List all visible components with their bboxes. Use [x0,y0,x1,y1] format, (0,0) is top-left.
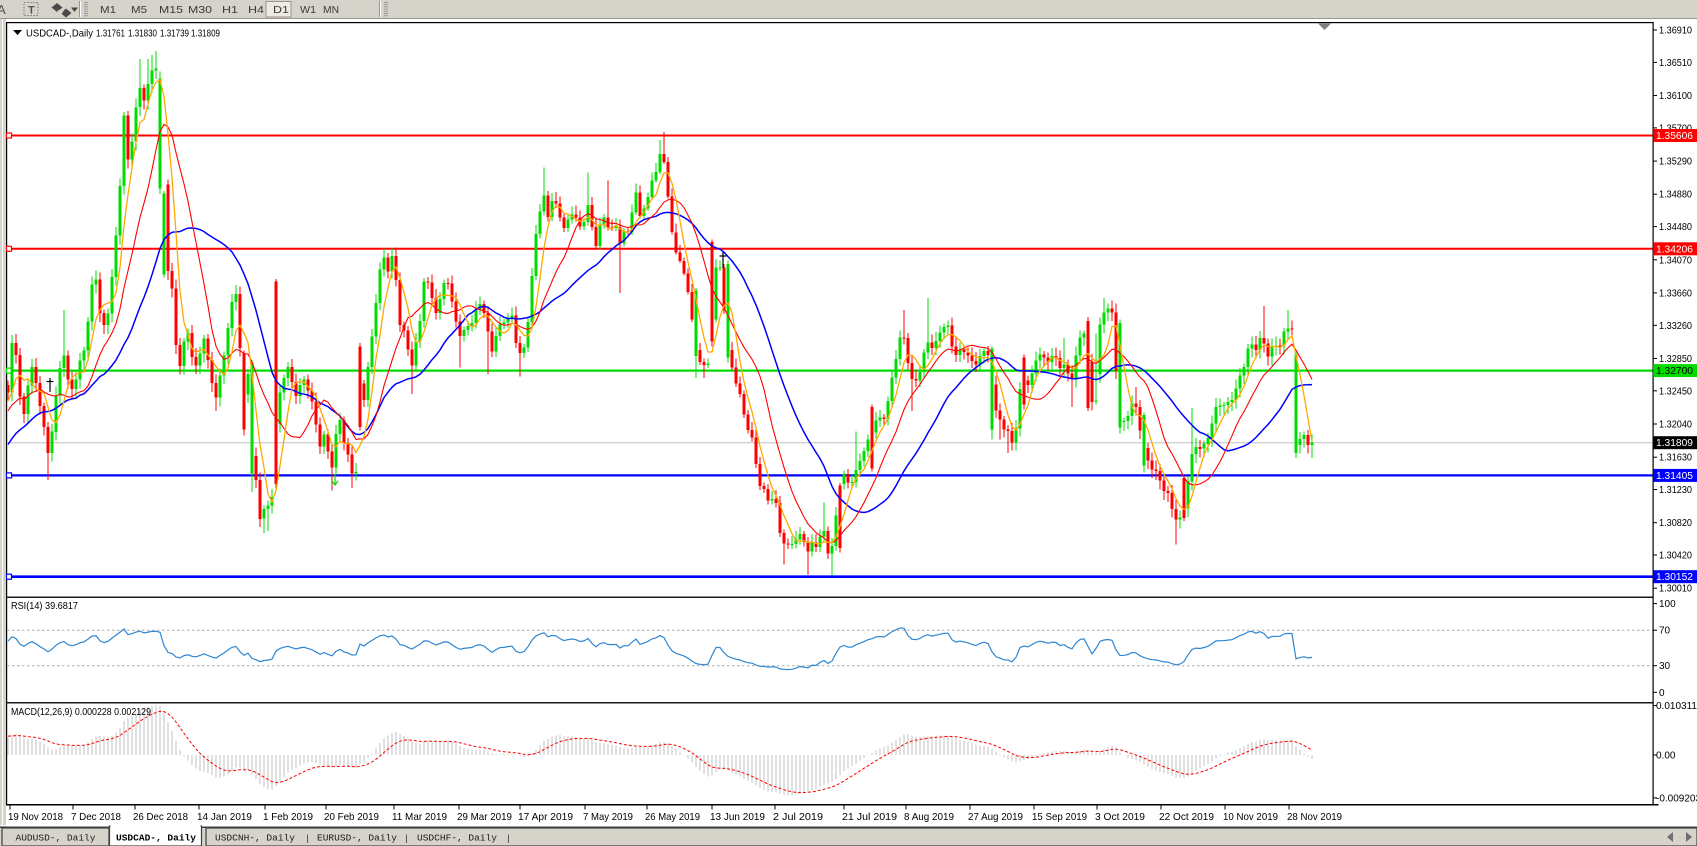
svg-text:MACD(12,26,9) 0.000228 0.00212: MACD(12,26,9) 0.000228 0.002129 [11,707,151,718]
svg-text:W1: W1 [300,4,316,16]
svg-text:M5: M5 [131,4,147,16]
svg-text:1.34480: 1.34480 [1659,222,1692,233]
svg-text:20 Feb 2019: 20 Feb 2019 [324,811,379,823]
svg-text:1.32450: 1.32450 [1659,386,1692,397]
svg-text:10 Nov 2019: 10 Nov 2019 [1223,811,1278,823]
svg-text:1.36100: 1.36100 [1659,91,1692,102]
svg-text:1.36910: 1.36910 [1659,26,1692,37]
svg-text:1.35290: 1.35290 [1659,157,1692,168]
svg-text:1.31739: 1.31739 [160,28,189,40]
svg-text:2 Jul 2019: 2 Jul 2019 [773,811,823,823]
svg-text:H4: H4 [248,4,264,16]
svg-text:A: A [0,2,6,17]
svg-text:1.36510: 1.36510 [1659,58,1692,69]
svg-text:1.34880: 1.34880 [1659,190,1692,201]
svg-text:1.32700: 1.32700 [1656,366,1693,377]
svg-text:1.31809: 1.31809 [191,28,220,40]
svg-text:1.30420: 1.30420 [1659,551,1692,562]
svg-text:AUDUSD-, Daily: AUDUSD-, Daily [16,833,96,844]
svg-text:19 Nov 2018: 19 Nov 2018 [8,811,63,823]
svg-text:USDCNH-, Daily: USDCNH-, Daily [215,833,295,844]
svg-text:1.31761: 1.31761 [96,28,125,40]
svg-text:30: 30 [1659,661,1671,672]
svg-text:26 Dec 2018: 26 Dec 2018 [133,811,188,823]
svg-text:RSI(14) 39.6817: RSI(14) 39.6817 [11,601,78,612]
svg-text:28 Nov 2019: 28 Nov 2019 [1287,811,1342,823]
svg-text:1.34206: 1.34206 [1656,244,1693,255]
svg-text:14 Jan 2019: 14 Jan 2019 [197,811,252,823]
svg-text:D1: D1 [273,4,289,16]
svg-text:1.30820: 1.30820 [1659,518,1692,529]
svg-text:27 Aug 2019: 27 Aug 2019 [968,811,1023,823]
svg-text:T: T [28,5,35,17]
svg-text:15 Sep 2019: 15 Sep 2019 [1032,811,1087,823]
svg-text:M30: M30 [188,4,212,16]
svg-text:11 Mar 2019: 11 Mar 2019 [392,811,447,823]
svg-text:1.35606: 1.35606 [1656,131,1693,142]
svg-text:1.30152: 1.30152 [1656,572,1693,583]
svg-text:|: | [506,833,512,844]
svg-text:22 Oct 2019: 22 Oct 2019 [1159,811,1214,823]
svg-text:70: 70 [1659,626,1671,637]
svg-text:1.31405: 1.31405 [1656,471,1693,482]
svg-text:3 Oct 2019: 3 Oct 2019 [1095,811,1145,823]
svg-text:1.32040: 1.32040 [1659,420,1692,431]
svg-text:USDCAD-, Daily: USDCAD-, Daily [116,833,196,844]
svg-text:1.31230: 1.31230 [1659,485,1692,496]
svg-text:USDCAD-,Daily: USDCAD-,Daily [26,28,94,40]
svg-text:-0.009203: -0.009203 [1656,793,1697,804]
svg-text:0.00: 0.00 [1656,751,1676,762]
svg-text:26 May 2019: 26 May 2019 [645,811,700,823]
svg-text:USDCHF-, Daily: USDCHF-, Daily [417,833,497,844]
svg-text:100: 100 [1659,599,1676,610]
svg-text:1.31630: 1.31630 [1659,453,1692,464]
svg-text:1.33260: 1.33260 [1659,321,1692,332]
svg-text:8 Aug 2019: 8 Aug 2019 [904,811,954,823]
svg-text:1.32850: 1.32850 [1659,354,1692,365]
svg-text:0.010311: 0.010311 [1656,701,1697,712]
svg-text:1 Feb 2019: 1 Feb 2019 [263,811,313,823]
svg-text:1.31809: 1.31809 [1656,438,1693,449]
svg-text:EURUSD-, Daily: EURUSD-, Daily [317,833,397,844]
svg-text:21 Jul 2019: 21 Jul 2019 [842,811,897,823]
svg-text:|: | [305,833,311,844]
svg-text:1.30010: 1.30010 [1659,584,1692,595]
svg-text:H1: H1 [222,4,238,16]
svg-text:7 May 2019: 7 May 2019 [583,811,633,823]
svg-text:M1: M1 [100,4,116,16]
svg-text:|: | [404,833,410,844]
svg-text:7 Dec 2018: 7 Dec 2018 [71,811,121,823]
svg-text:1.31830: 1.31830 [128,28,157,40]
svg-text:0: 0 [1659,688,1665,699]
svg-text:29 Mar 2019: 29 Mar 2019 [457,811,512,823]
svg-text:13 Jun 2019: 13 Jun 2019 [710,811,765,823]
svg-text:1.33660: 1.33660 [1659,288,1692,299]
svg-text:17 Apr 2019: 17 Apr 2019 [518,811,573,823]
svg-text:MN: MN [323,4,339,16]
svg-text:1.34070: 1.34070 [1659,255,1692,266]
svg-text:1.35700: 1.35700 [1659,123,1692,134]
svg-text:M15: M15 [159,4,183,16]
